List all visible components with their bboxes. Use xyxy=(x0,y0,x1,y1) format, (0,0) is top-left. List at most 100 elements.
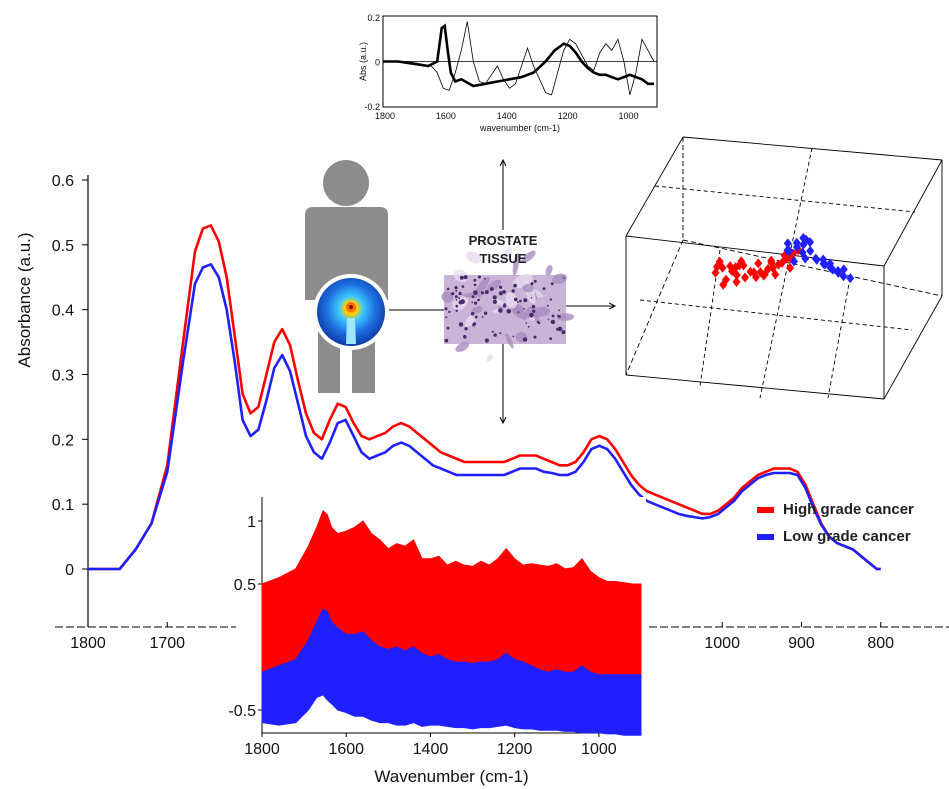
tissue-nucleus xyxy=(473,278,477,282)
tissue-nucleus xyxy=(533,335,537,339)
tissue-texture xyxy=(522,284,534,293)
prostate-label-line1: PROSTATE xyxy=(469,233,538,248)
legend-label: Low grade cancer xyxy=(783,528,911,545)
tissue-nucleus xyxy=(523,298,528,303)
scatter-point-low xyxy=(839,264,848,275)
scatter-point-high xyxy=(719,279,728,290)
inset-bottom-y-tick-label: 0.5 xyxy=(234,577,256,594)
person-icon xyxy=(305,160,389,393)
inset-top-x-tick-label: 1400 xyxy=(497,111,517,121)
scatter-point-low xyxy=(793,242,801,252)
scatter-point-high xyxy=(786,262,794,273)
tissue-nucleus xyxy=(513,283,517,288)
inset-top-y-tick-label: -0.2 xyxy=(364,102,380,112)
tissue-nucleus xyxy=(445,316,448,319)
scatter-point-high xyxy=(732,276,741,287)
tissue-nucleus xyxy=(558,309,561,312)
tissue-texture xyxy=(500,247,513,264)
inset-top-x-tick-label: 1200 xyxy=(558,111,578,121)
inset-top-y-tick-label: 0.2 xyxy=(367,13,380,23)
tissue-nucleus xyxy=(451,292,455,296)
scatter-point-low xyxy=(819,254,828,265)
tissue-nucleus xyxy=(455,289,458,292)
tissue-nucleus xyxy=(502,290,506,294)
tissue-nucleus xyxy=(484,277,486,280)
tissue-nucleus xyxy=(519,299,522,303)
tissue-texture xyxy=(533,309,540,324)
tissue-nucleus xyxy=(458,322,464,327)
grid-line xyxy=(759,147,813,399)
tissue-nucleus xyxy=(455,299,458,301)
prostate-tissue-image xyxy=(441,247,575,362)
legend-swatch-low xyxy=(757,534,774,540)
top-inset-chart: -0.2 0 0.2 1800 1600 1400 1200 1000 wavenumber (… xyxy=(352,3,666,143)
tissue-nucleus xyxy=(458,291,462,296)
legend-label: High grade cancer xyxy=(783,501,914,518)
tissue-nucleus xyxy=(499,332,502,335)
tissue-nucleus xyxy=(557,314,559,317)
tissue-nucleus xyxy=(530,297,533,299)
scatter-point-high xyxy=(728,266,736,277)
scatter-point-high xyxy=(756,267,765,278)
tissue-nucleus xyxy=(525,322,528,324)
y-tick-label: 0.6 xyxy=(52,173,74,190)
scatter-point-high xyxy=(754,258,763,269)
series-line-low xyxy=(88,262,881,571)
tissue-nucleus xyxy=(499,285,503,289)
tissue-nucleus xyxy=(471,295,475,298)
inset-bottom-x-tick-label: 1400 xyxy=(413,741,449,758)
tissue-nucleus xyxy=(483,311,488,315)
tissue-nucleus xyxy=(511,289,515,293)
tissue-nucleus xyxy=(561,330,566,335)
tissue-nucleus xyxy=(480,291,484,295)
tissue-nucleus xyxy=(533,279,537,283)
inset-bottom-y-tick-label: 1 xyxy=(247,514,256,531)
tissue-nucleus xyxy=(547,318,550,321)
tissue-texture xyxy=(464,313,477,328)
box-edge xyxy=(625,374,885,400)
tissue-nucleus xyxy=(474,315,478,319)
y-tick-label: 0 xyxy=(65,562,74,579)
tissue-nucleus xyxy=(491,330,494,333)
scatter-point-low xyxy=(839,271,848,282)
y-tick-label: 0.4 xyxy=(52,303,74,320)
tissue-nucleus xyxy=(471,301,474,304)
tissue-nucleus xyxy=(454,286,458,290)
inset-bottom-x-tick-label: 1600 xyxy=(328,741,364,758)
legend-swatch-high xyxy=(757,507,774,513)
inset-top-x-tick-label: 1800 xyxy=(375,111,395,121)
grid-line xyxy=(639,299,913,331)
prostate-scan-image xyxy=(313,274,389,350)
tissue-nucleus xyxy=(563,277,565,279)
tissue-nucleus xyxy=(550,319,556,325)
tissue-nucleus xyxy=(527,325,530,328)
scatter-point-low xyxy=(806,245,815,256)
scatter-point-low xyxy=(846,273,855,284)
tissue-nucleus xyxy=(463,335,467,339)
scatter-point-low xyxy=(826,258,834,269)
scatter-point-high xyxy=(735,260,744,271)
tissue-nucleus xyxy=(498,291,503,296)
bottom-inset-chart: 1 0.5 -0.5 1800 1600 1400 1200 1000 Wavenumber (… xyxy=(228,497,646,789)
tissue-nucleus xyxy=(506,309,512,314)
y-tick-label: 0.2 xyxy=(52,432,74,449)
tissue-texture xyxy=(453,269,469,283)
tissue-nucleus xyxy=(477,298,480,302)
tissue-nucleus xyxy=(523,308,525,310)
inset-top-x-label: wavenumber (cm-1) xyxy=(479,123,560,133)
tissue-nucleus xyxy=(444,307,448,311)
scatter-point-low xyxy=(785,245,794,256)
tissue-nucleus xyxy=(463,275,468,280)
inset-bottom-x-label: Wavenumber (cm-1) xyxy=(374,767,528,786)
tissue-nucleus xyxy=(493,333,497,337)
tissue-nucleus xyxy=(522,337,528,342)
main-absorbance-chart: 00.10.20.30.40.50.61800170001000900800Ab… xyxy=(15,173,949,652)
tissue-texture xyxy=(455,341,470,353)
inset-top-y-tick-label: 0 xyxy=(375,58,380,68)
scatter-point-high xyxy=(771,269,780,280)
scatter-3d-chart xyxy=(625,136,943,400)
tissue-nucleus xyxy=(473,290,478,295)
grid-line xyxy=(827,277,851,399)
tissue-nucleus xyxy=(529,312,534,318)
